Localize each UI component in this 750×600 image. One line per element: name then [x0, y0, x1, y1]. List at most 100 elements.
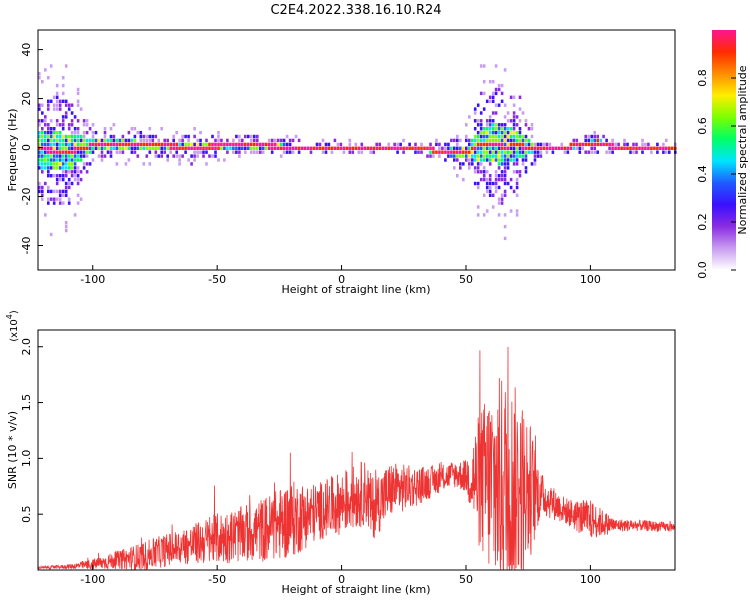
spectrogram-cell	[524, 134, 528, 139]
spectrogram-cell	[354, 142, 358, 147]
spectrogram-cell	[47, 134, 50, 139]
spectrogram-cell	[154, 158, 158, 162]
spectrogram-cell	[491, 95, 495, 99]
spectrogram-cell	[497, 130, 501, 135]
spectrogram-cell	[223, 142, 226, 147]
spectrogram-cell	[494, 170, 498, 174]
spectrogram-cell	[67, 107, 71, 111]
spectrogram-cell	[506, 127, 510, 131]
spectrogram-cell	[55, 142, 59, 147]
spectrogram-cell	[61, 146, 65, 150]
snr-series-line	[38, 346, 675, 570]
spectrogram-cell	[473, 146, 477, 150]
spectrogram-cell	[241, 138, 244, 143]
spectrogram-cell	[530, 162, 534, 166]
spectrogram-cell	[542, 142, 546, 147]
spectrogram-cell	[503, 83, 507, 88]
spectrogram-cell	[178, 146, 181, 150]
spectrogram-cell	[611, 146, 614, 150]
spectrogram-cell	[488, 174, 492, 178]
spectrogram-cell	[52, 150, 56, 154]
spectrogram-cell	[154, 150, 158, 154]
spectrogram-cell	[73, 154, 77, 158]
spectrogram-cell	[524, 154, 528, 158]
spectrogram-cell	[333, 146, 337, 150]
spectrogram-cell	[85, 119, 89, 123]
spectrogram-cell	[44, 130, 47, 135]
spectrogram-cell	[52, 162, 56, 166]
spectrogram-cell	[64, 99, 68, 103]
spectrogram-cell	[276, 146, 280, 150]
spectrogram-cell	[485, 185, 489, 190]
spectrogram-cell	[512, 103, 516, 107]
spectrogram-cell	[232, 146, 235, 150]
spectrogram-cell	[285, 146, 289, 150]
spectrogram-cell	[315, 142, 319, 147]
spectrogram-cell	[548, 146, 552, 150]
spectrogram-cell	[103, 142, 107, 147]
spectrogram-cell	[41, 142, 44, 147]
spectrogram-cell	[438, 150, 441, 154]
spectrogram-cell	[41, 150, 44, 154]
spectrogram-cell	[468, 166, 471, 170]
spectrogram-cell	[632, 146, 635, 150]
spectrogram-cell	[238, 150, 241, 154]
spectrogram-cell	[485, 209, 489, 213]
spectrogram-cell	[67, 142, 71, 147]
snr-y-ticks: 0.5 1.0 1.5 2.0	[20, 338, 43, 523]
spectrogram-cell	[49, 154, 53, 158]
spectrogram-cell	[148, 162, 152, 166]
spectrogram-cell	[220, 146, 223, 150]
spectrogram-cell	[82, 123, 86, 127]
spectrogram-cell	[79, 107, 83, 111]
spectrogram-cell	[482, 213, 486, 217]
spectrogram-cell	[453, 146, 456, 150]
spectrogram-cell	[482, 107, 486, 111]
spectrogram-cell	[429, 142, 432, 147]
spectrogram-cell	[166, 142, 169, 147]
spectrogram-cell	[479, 64, 483, 68]
spectrogram-cell	[566, 150, 570, 154]
spectrogram-cell	[596, 150, 599, 154]
spectrogram-cell	[85, 150, 89, 154]
spectrogram-cell	[47, 127, 50, 131]
spectrogram-cell	[136, 154, 140, 158]
spectrogram-cell	[85, 170, 89, 174]
spectrogram-cell	[178, 142, 181, 147]
spectrogram-cell	[476, 103, 480, 107]
spectrogram-cell	[479, 123, 483, 127]
spectrogram-cell	[79, 134, 83, 139]
spectrogram-cell	[479, 154, 483, 158]
spectrogram-cell	[509, 95, 513, 99]
spectrogram-cell	[76, 95, 80, 99]
colorbar-tick-label: 0.4	[696, 165, 709, 183]
spectrogram-cell	[291, 150, 295, 154]
spectrogram-cell	[485, 134, 489, 139]
spectrogram-cell	[76, 99, 80, 103]
spectrogram-cell	[584, 138, 587, 143]
spectrogram-cell	[641, 150, 644, 154]
spectrogram-cell	[473, 111, 477, 115]
spectrogram-cell	[82, 150, 86, 154]
spectrogram-cell	[250, 150, 253, 154]
spectrogram-cell	[560, 142, 564, 147]
spectrogram-cell	[506, 142, 510, 147]
spectrogram-cell	[491, 130, 495, 135]
spectrogram-cell	[88, 138, 92, 143]
spectrogram-cell	[459, 162, 462, 166]
spectrogram-cell	[76, 158, 80, 162]
spectrogram-cell	[414, 138, 417, 143]
spectrogram-cell	[73, 142, 77, 147]
spectrogram-cell	[205, 142, 208, 147]
spectrogram-cell	[482, 154, 486, 158]
spectrogram-cell	[438, 146, 441, 150]
spectrogram-cell	[366, 146, 370, 150]
spectrogram-cell	[426, 146, 429, 150]
spectrogram-cell	[468, 138, 471, 143]
spectrogram-cell	[348, 150, 352, 154]
spectrogram-cell	[476, 142, 480, 147]
spectrogram-cell	[348, 142, 352, 147]
spectrogram-cell	[91, 142, 95, 147]
x-tick-label: -50	[208, 273, 226, 286]
spectrogram-cells	[38, 64, 677, 241]
